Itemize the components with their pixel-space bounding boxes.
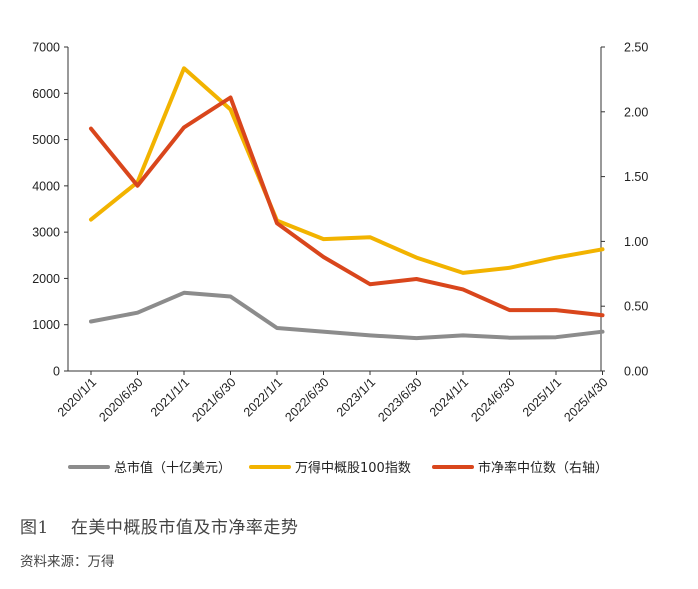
left-tick-label: 0 [53, 365, 60, 379]
x-tick-label: 2024/6/30 [468, 375, 517, 424]
legend-label-1: 总市值（十亿美元） [114, 460, 231, 476]
x-tick-label: 2020/6/30 [96, 375, 145, 424]
right-tick-label: 1.00 [624, 235, 648, 249]
figure-caption: 图1 在美中概股市值及市净率走势 [20, 513, 298, 538]
x-tick-label: 2022/6/30 [282, 375, 331, 424]
x-tick-label: 2023/6/30 [375, 375, 424, 424]
x-tick-label: 2021/6/30 [189, 375, 238, 424]
right-axis-ticks: 0.00 0.50 1.00 1.50 2.00 2.50 [601, 41, 648, 379]
legend-label-2: 万得中概股100指数 [295, 460, 411, 476]
line-chart: 0 1000 2000 3000 4000 5000 6000 7000 0.00 0.50 1.… [32, 41, 648, 477]
x-tick-label: 2021/1/1 [148, 375, 192, 419]
left-tick-label: 5000 [32, 133, 60, 147]
x-tick-label: 2023/1/1 [334, 375, 378, 419]
legend: 总市值（十亿美元） 万得中概股100指数 市净率中位数（右轴） [68, 460, 608, 476]
series-line-1 [89, 290, 605, 341]
series-lines [89, 66, 605, 341]
figure-title: 在美中概股市值及市净率走势 [70, 518, 299, 538]
x-tick-label: 2024/1/1 [427, 375, 471, 419]
right-tick-label: 0.00 [624, 365, 648, 379]
right-tick-label: 0.50 [624, 300, 648, 314]
x-tick-label: 2025/1/1 [520, 375, 564, 419]
left-tick-label: 1000 [32, 318, 60, 332]
legend-label-3: 市净率中位数（右轴） [478, 460, 608, 476]
x-tick-label: 2022/1/1 [241, 375, 285, 419]
right-tick-label: 2.50 [624, 41, 648, 55]
x-tick-label: 2020/1/1 [55, 375, 99, 419]
figure-number: 图1 [20, 518, 49, 538]
left-tick-label: 7000 [32, 41, 60, 55]
series-line-2 [89, 66, 605, 275]
x-tick-label: 2025/4/30 [561, 375, 610, 424]
left-tick-label: 4000 [32, 179, 60, 193]
axes [67, 47, 602, 372]
left-tick-label: 2000 [32, 272, 60, 286]
left-tick-label: 6000 [32, 87, 60, 101]
source-note: 资料来源：万得 [20, 554, 115, 570]
left-tick-label: 3000 [32, 226, 60, 240]
right-tick-label: 1.50 [624, 170, 648, 184]
right-tick-label: 2.00 [624, 105, 648, 119]
left-axis-ticks: 0 1000 2000 3000 4000 5000 6000 7000 [32, 41, 68, 379]
series-line-3 [89, 95, 605, 318]
